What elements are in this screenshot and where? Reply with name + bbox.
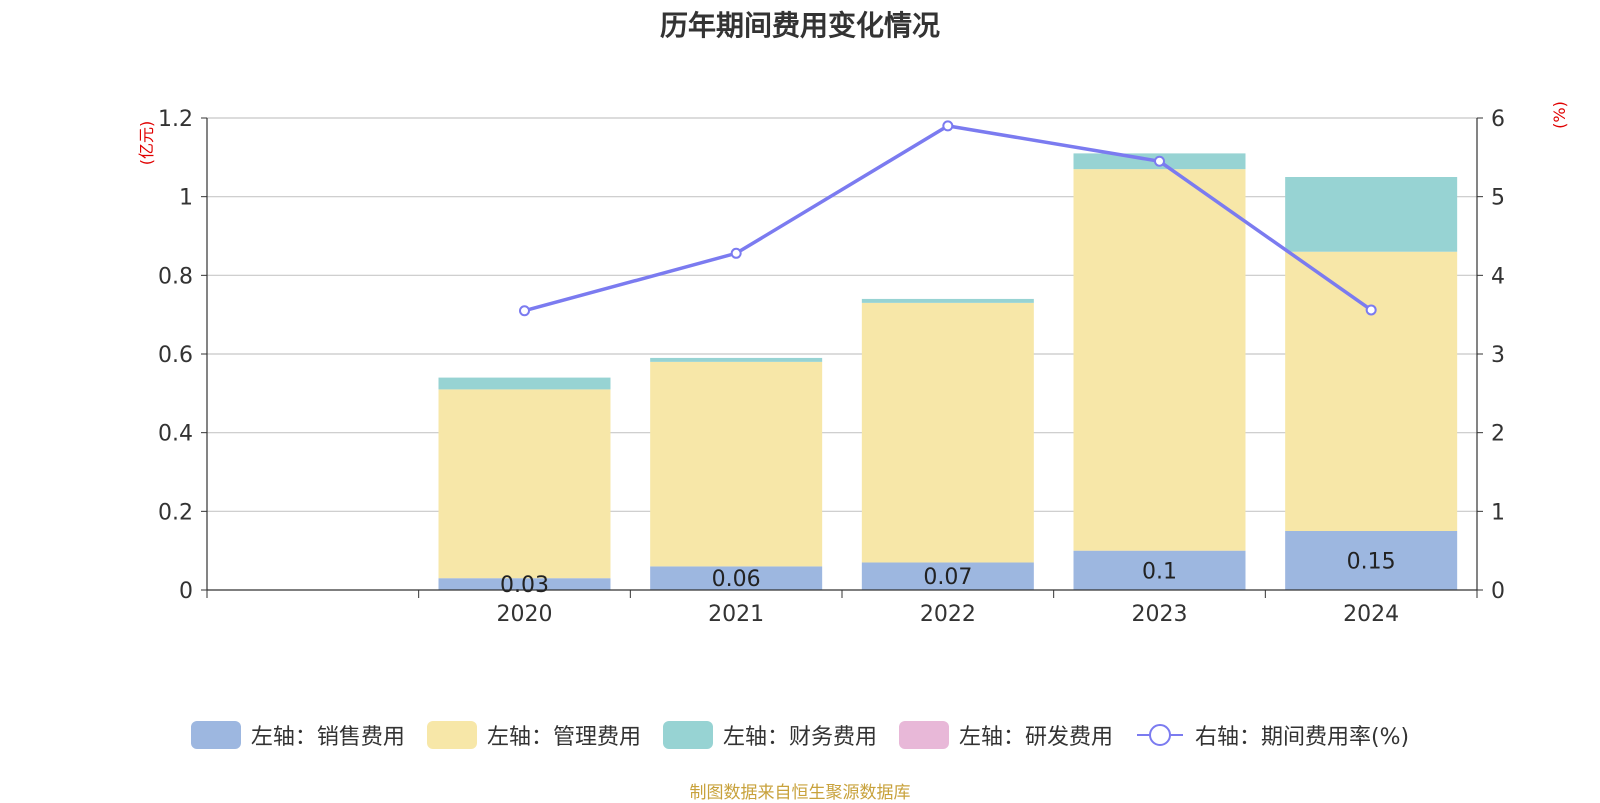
right-axis-tick-label: 2: [1491, 422, 1505, 447]
rate-line-point: [1365, 304, 1377, 316]
bar-segment: [650, 357, 823, 362]
bar-segment: [650, 566, 823, 590]
bar-segment: [861, 562, 1034, 590]
left-axis-tick-label: 0.4: [158, 422, 193, 447]
bar-segment: [650, 361, 823, 567]
left-axis-tick-label: 0.8: [158, 264, 193, 289]
bar-segment: [438, 578, 611, 590]
x-axis-tick-label: 2023: [1132, 602, 1188, 627]
legend-swatch: [662, 721, 713, 749]
labels-layer: 0.03 0.06 0.07 0.1 0.15: [500, 550, 1396, 599]
x-axis-tick-label: 2020: [497, 602, 553, 627]
bar-segment: [861, 298, 1034, 303]
bar-data-label: 0.1: [1142, 559, 1177, 584]
data-source-note: 制图数据来自恒生聚源数据库: [689, 783, 911, 803]
right-axis-tick-label: 3: [1491, 343, 1505, 368]
x-axis-tick-label: 2022: [920, 602, 976, 627]
bar-segment: [1073, 169, 1246, 551]
chart-legend: 左轴：销售费用 左轴：管理费用 左轴：财务费用 左轴：研发费用 右轴：期间费用率(%): [0, 718, 1600, 752]
legend-item[interactable]: 左轴：销售费用: [190, 719, 405, 751]
legend-item[interactable]: 左轴：研发费用: [898, 719, 1113, 751]
right-axis-tick-label: 6: [1491, 107, 1505, 132]
right-axis-unit-label: (%): [1550, 101, 1569, 129]
left-axis-tick-label: 1: [179, 186, 193, 211]
legend-swatch: [898, 721, 949, 749]
rate-line-point: [1154, 155, 1165, 167]
bars-layer: [438, 153, 1458, 590]
grid-layer: [207, 117, 1477, 512]
chart-svg: 0 0.2 0.4 0.6 0.8 1 1.2 0 1 2 3 4 5 6 (亿元) (%) 2020 2021 2…: [137, 101, 1569, 627]
right-axis-tick-label: 1: [1491, 500, 1505, 525]
left-axis-tick-label: 1.2: [158, 107, 193, 132]
line-layer: [519, 120, 1377, 317]
rate-line-point: [942, 120, 954, 132]
bar-segment: [1285, 251, 1458, 531]
bar-data-label: 0.03: [500, 573, 549, 598]
bar-data-label: 0.06: [712, 567, 761, 592]
axes-layer: 0 0.2 0.4 0.6 0.8 1 1.2 0 1 2 3 4 5 6 (亿元) (%) 2020 2021 2…: [137, 101, 1569, 627]
legend-swatch: [426, 721, 477, 749]
right-axis-tick-label: 0: [1491, 579, 1505, 604]
left-axis-tick-label: 0.2: [158, 500, 193, 525]
legend-label: 右轴：期间费用率(%): [1194, 725, 1410, 750]
x-axis-tick-label: 2024: [1343, 602, 1399, 627]
bar-segment: [1285, 531, 1458, 590]
x-axis-tick-label: 2021: [708, 602, 764, 627]
legend-label: 左轴：管理费用: [486, 725, 641, 750]
legend-item[interactable]: 左轴：管理费用: [426, 719, 641, 751]
legend-label: 左轴：销售费用: [250, 725, 405, 750]
bar-segment: [438, 377, 611, 390]
legend-label: 左轴：财务费用: [722, 725, 877, 750]
legend-item[interactable]: 右轴：期间费用率(%): [1135, 719, 1409, 751]
bar-data-label: 0.07: [923, 565, 972, 590]
bar-data-label: 0.15: [1347, 550, 1396, 575]
bar-segment: [438, 389, 611, 579]
legend-swatch: [190, 721, 241, 749]
left-axis-tick-label: 0.6: [158, 343, 193, 368]
rate-line-point: [519, 305, 530, 317]
bar-segment: [1073, 550, 1246, 590]
legend-label: 左轴：研发费用: [958, 725, 1113, 750]
legend-item[interactable]: 左轴：财务费用: [662, 719, 877, 751]
legend-line-swatch: [1136, 724, 1183, 746]
bar-segment: [861, 302, 1034, 563]
chart-title: 历年期间费用变化情况: [659, 9, 940, 42]
left-axis-tick-label: 0: [179, 579, 193, 604]
right-axis-tick-label: 4: [1491, 264, 1505, 289]
bar-segment: [1285, 177, 1458, 252]
left-axis-unit-label: (亿元): [137, 121, 156, 166]
right-axis-tick-label: 5: [1491, 186, 1505, 211]
rate-line-point: [730, 247, 742, 259]
